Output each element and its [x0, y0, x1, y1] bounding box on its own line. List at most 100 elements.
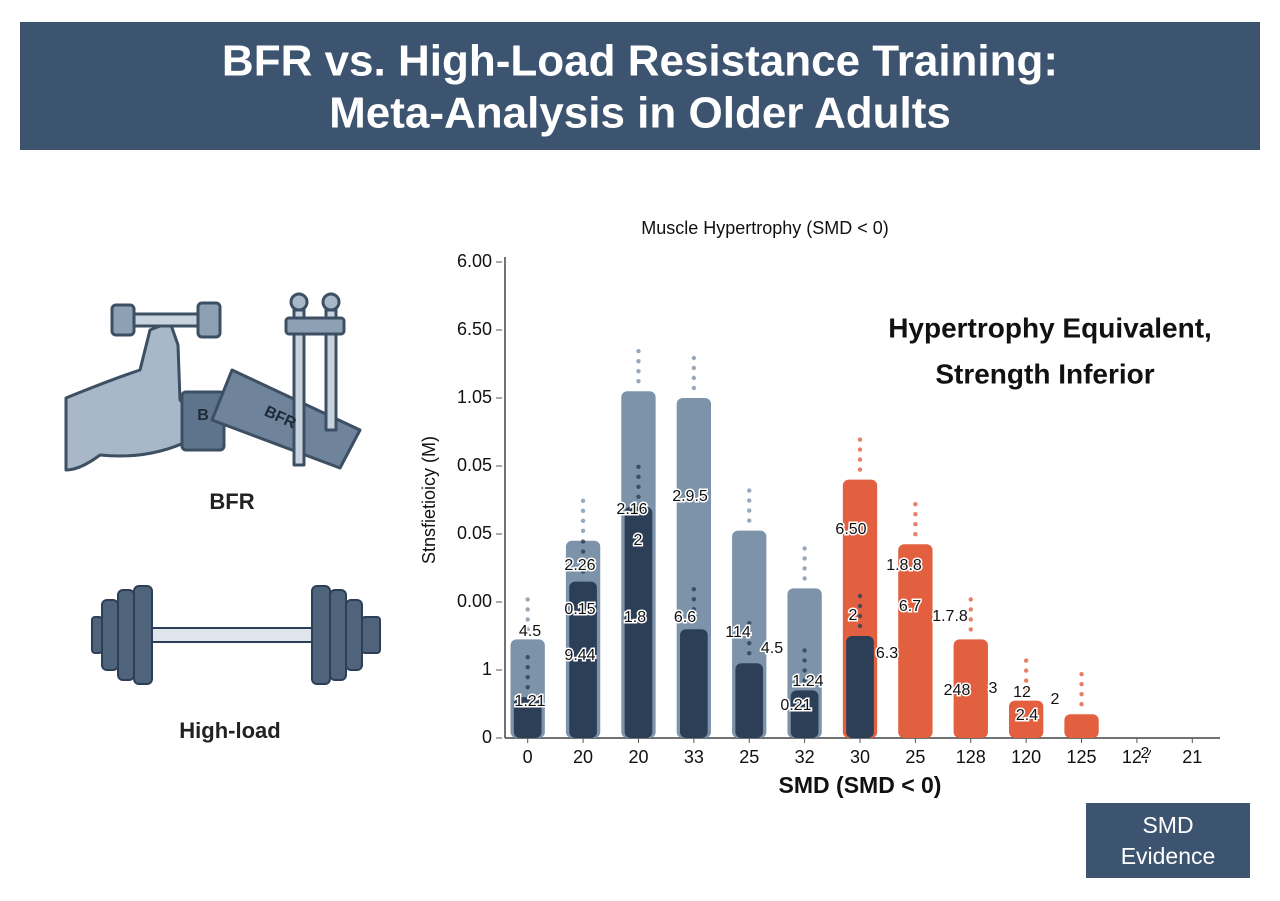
y-tick-label: 6.50 [457, 319, 492, 339]
dot-decoration [802, 648, 807, 653]
bar [1008, 700, 1044, 738]
dot-decoration [691, 385, 697, 391]
dumbbell-bar [132, 312, 200, 328]
x-tick-label: 0 [523, 747, 533, 767]
dot-decoration [802, 658, 807, 663]
barbell [91, 585, 381, 685]
plate [133, 585, 153, 685]
dot-decoration [913, 522, 918, 527]
dot-decoration [968, 597, 973, 602]
dot-decoration [747, 621, 752, 626]
dot-decoration [968, 627, 973, 632]
dot-decoration [1023, 688, 1029, 693]
dot-decoration [857, 593, 863, 599]
dot-decoration [1023, 668, 1029, 673]
dot-decoration [580, 508, 586, 513]
title-line: BFR vs. High-Load Resistance Training: [222, 37, 1058, 86]
dot-decoration [691, 587, 697, 592]
rack-strap [284, 316, 346, 336]
data-label: 6.3 [876, 645, 898, 662]
annotation: Hypertrophy Equivalent, [888, 312, 1212, 343]
data-label: 2 [1051, 691, 1060, 708]
y-tick-label: 0 [482, 727, 492, 747]
bar [735, 663, 764, 738]
dot-decoration [747, 498, 752, 503]
bar [513, 697, 542, 738]
dot-decoration [525, 675, 530, 680]
dot-decoration [747, 518, 752, 523]
bar [680, 629, 708, 738]
plate [361, 616, 381, 654]
dot-decoration [691, 375, 697, 381]
dot-decoration [525, 617, 530, 622]
data-label: 2.4 [1016, 707, 1038, 724]
bfr-illustration [64, 292, 362, 472]
dot-decoration [636, 379, 641, 384]
data-label: 1.21 [514, 693, 545, 710]
dot-decoration [802, 566, 807, 571]
y-axis-label: Stnsfietioicy (M) [419, 436, 439, 564]
dot-decoration [580, 559, 586, 564]
dot-decoration [802, 668, 807, 673]
data-label: 1.8.8 [886, 557, 922, 574]
data-label: 1.8 [624, 609, 646, 626]
dot-decoration [747, 651, 752, 656]
dot-decoration [580, 549, 586, 554]
badge-text: Evidence [1121, 843, 1216, 869]
plate [91, 616, 103, 654]
illustration-label: BFR [209, 489, 254, 514]
x-tick-label: 32 [795, 747, 815, 767]
title-line: Meta-Analysis in Older Adults [329, 89, 951, 138]
y-tick-label: 0.00 [457, 591, 492, 611]
dot-decoration [525, 685, 530, 690]
dot-decoration [1079, 692, 1084, 697]
badge-text: SMD [1142, 812, 1193, 838]
dot-decoration [636, 369, 641, 374]
dot-decoration [802, 576, 807, 581]
dot-decoration [525, 627, 530, 632]
plate [345, 599, 363, 671]
bar [953, 639, 988, 738]
data-label: 4.5 [761, 640, 783, 657]
dot-decoration [580, 498, 586, 503]
bar [1064, 714, 1099, 738]
dot-decoration [857, 467, 863, 472]
dumbbell-plate [196, 301, 222, 339]
data-label: 3 [989, 680, 998, 697]
bar [846, 636, 874, 738]
data-label: 2.26 [564, 557, 595, 574]
chart-title: Muscle Hypertrophy (SMD < 0) [641, 218, 889, 238]
dot-decoration [857, 623, 863, 629]
annotation: Strength Inferior [935, 358, 1154, 389]
dot-decoration [1079, 702, 1084, 707]
bar [898, 544, 933, 738]
x-tick-label: 20 [628, 747, 648, 767]
dot-decoration [802, 556, 807, 561]
dot-decoration [913, 502, 918, 507]
dot-decoration [857, 437, 863, 442]
y-tick-label: 6.00 [457, 251, 492, 271]
dot-decoration [525, 655, 530, 660]
data-label: 2 [849, 607, 858, 624]
dot-decoration [747, 641, 752, 646]
data-label: 6.6 [674, 609, 696, 626]
dot-decoration [913, 512, 918, 517]
data-label: 4.5 [519, 623, 541, 640]
data-label: 2.9.5 [672, 488, 708, 505]
x-tick-label: 125 [1067, 747, 1097, 767]
data-label: 1.7.8 [932, 608, 968, 625]
dot-decoration [691, 597, 697, 602]
dot-decoration [636, 464, 641, 469]
dot-decoration [691, 365, 697, 371]
dot-decoration [857, 447, 863, 452]
data-label: 0.15 [564, 601, 595, 618]
x-axis-label: SMD (SMD < 0) [779, 772, 942, 798]
dot-decoration [525, 597, 530, 602]
y-tick-label: 1 [482, 659, 492, 679]
data-label: 114 [725, 624, 751, 641]
dot-decoration [636, 474, 641, 479]
x-tick-label: 25 [905, 747, 925, 767]
dot-decoration [857, 613, 863, 619]
